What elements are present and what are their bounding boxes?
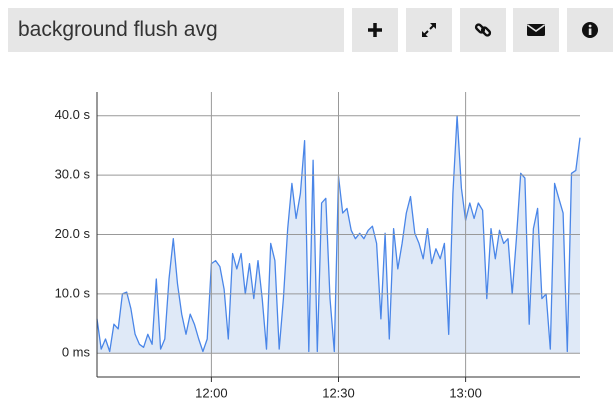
email-button[interactable]: [513, 8, 559, 52]
series-area: [97, 115, 580, 354]
expand-icon: [422, 23, 436, 37]
x-tick-label: 12:00: [195, 385, 228, 400]
mail-icon: [527, 24, 545, 36]
widget-title: background flush avg: [8, 8, 344, 52]
link-button[interactable]: [460, 8, 506, 52]
y-tick-label: 30.0 s: [55, 167, 91, 182]
x-tick-label: 12:30: [322, 385, 355, 400]
y-tick-label: 40.0 s: [55, 107, 91, 122]
x-tick-label: 13:00: [449, 385, 482, 400]
y-tick-label: 0 ms: [62, 345, 91, 360]
y-tick-label: 10.0 s: [55, 285, 91, 300]
info-button[interactable]: [567, 8, 613, 52]
y-tick-label: 20.0 s: [55, 226, 91, 241]
info-icon: [582, 22, 598, 38]
link-icon: [474, 23, 492, 37]
series-line: [96, 115, 581, 353]
plus-icon: [368, 23, 382, 37]
expand-button[interactable]: [406, 8, 452, 52]
add-button[interactable]: [352, 8, 398, 52]
